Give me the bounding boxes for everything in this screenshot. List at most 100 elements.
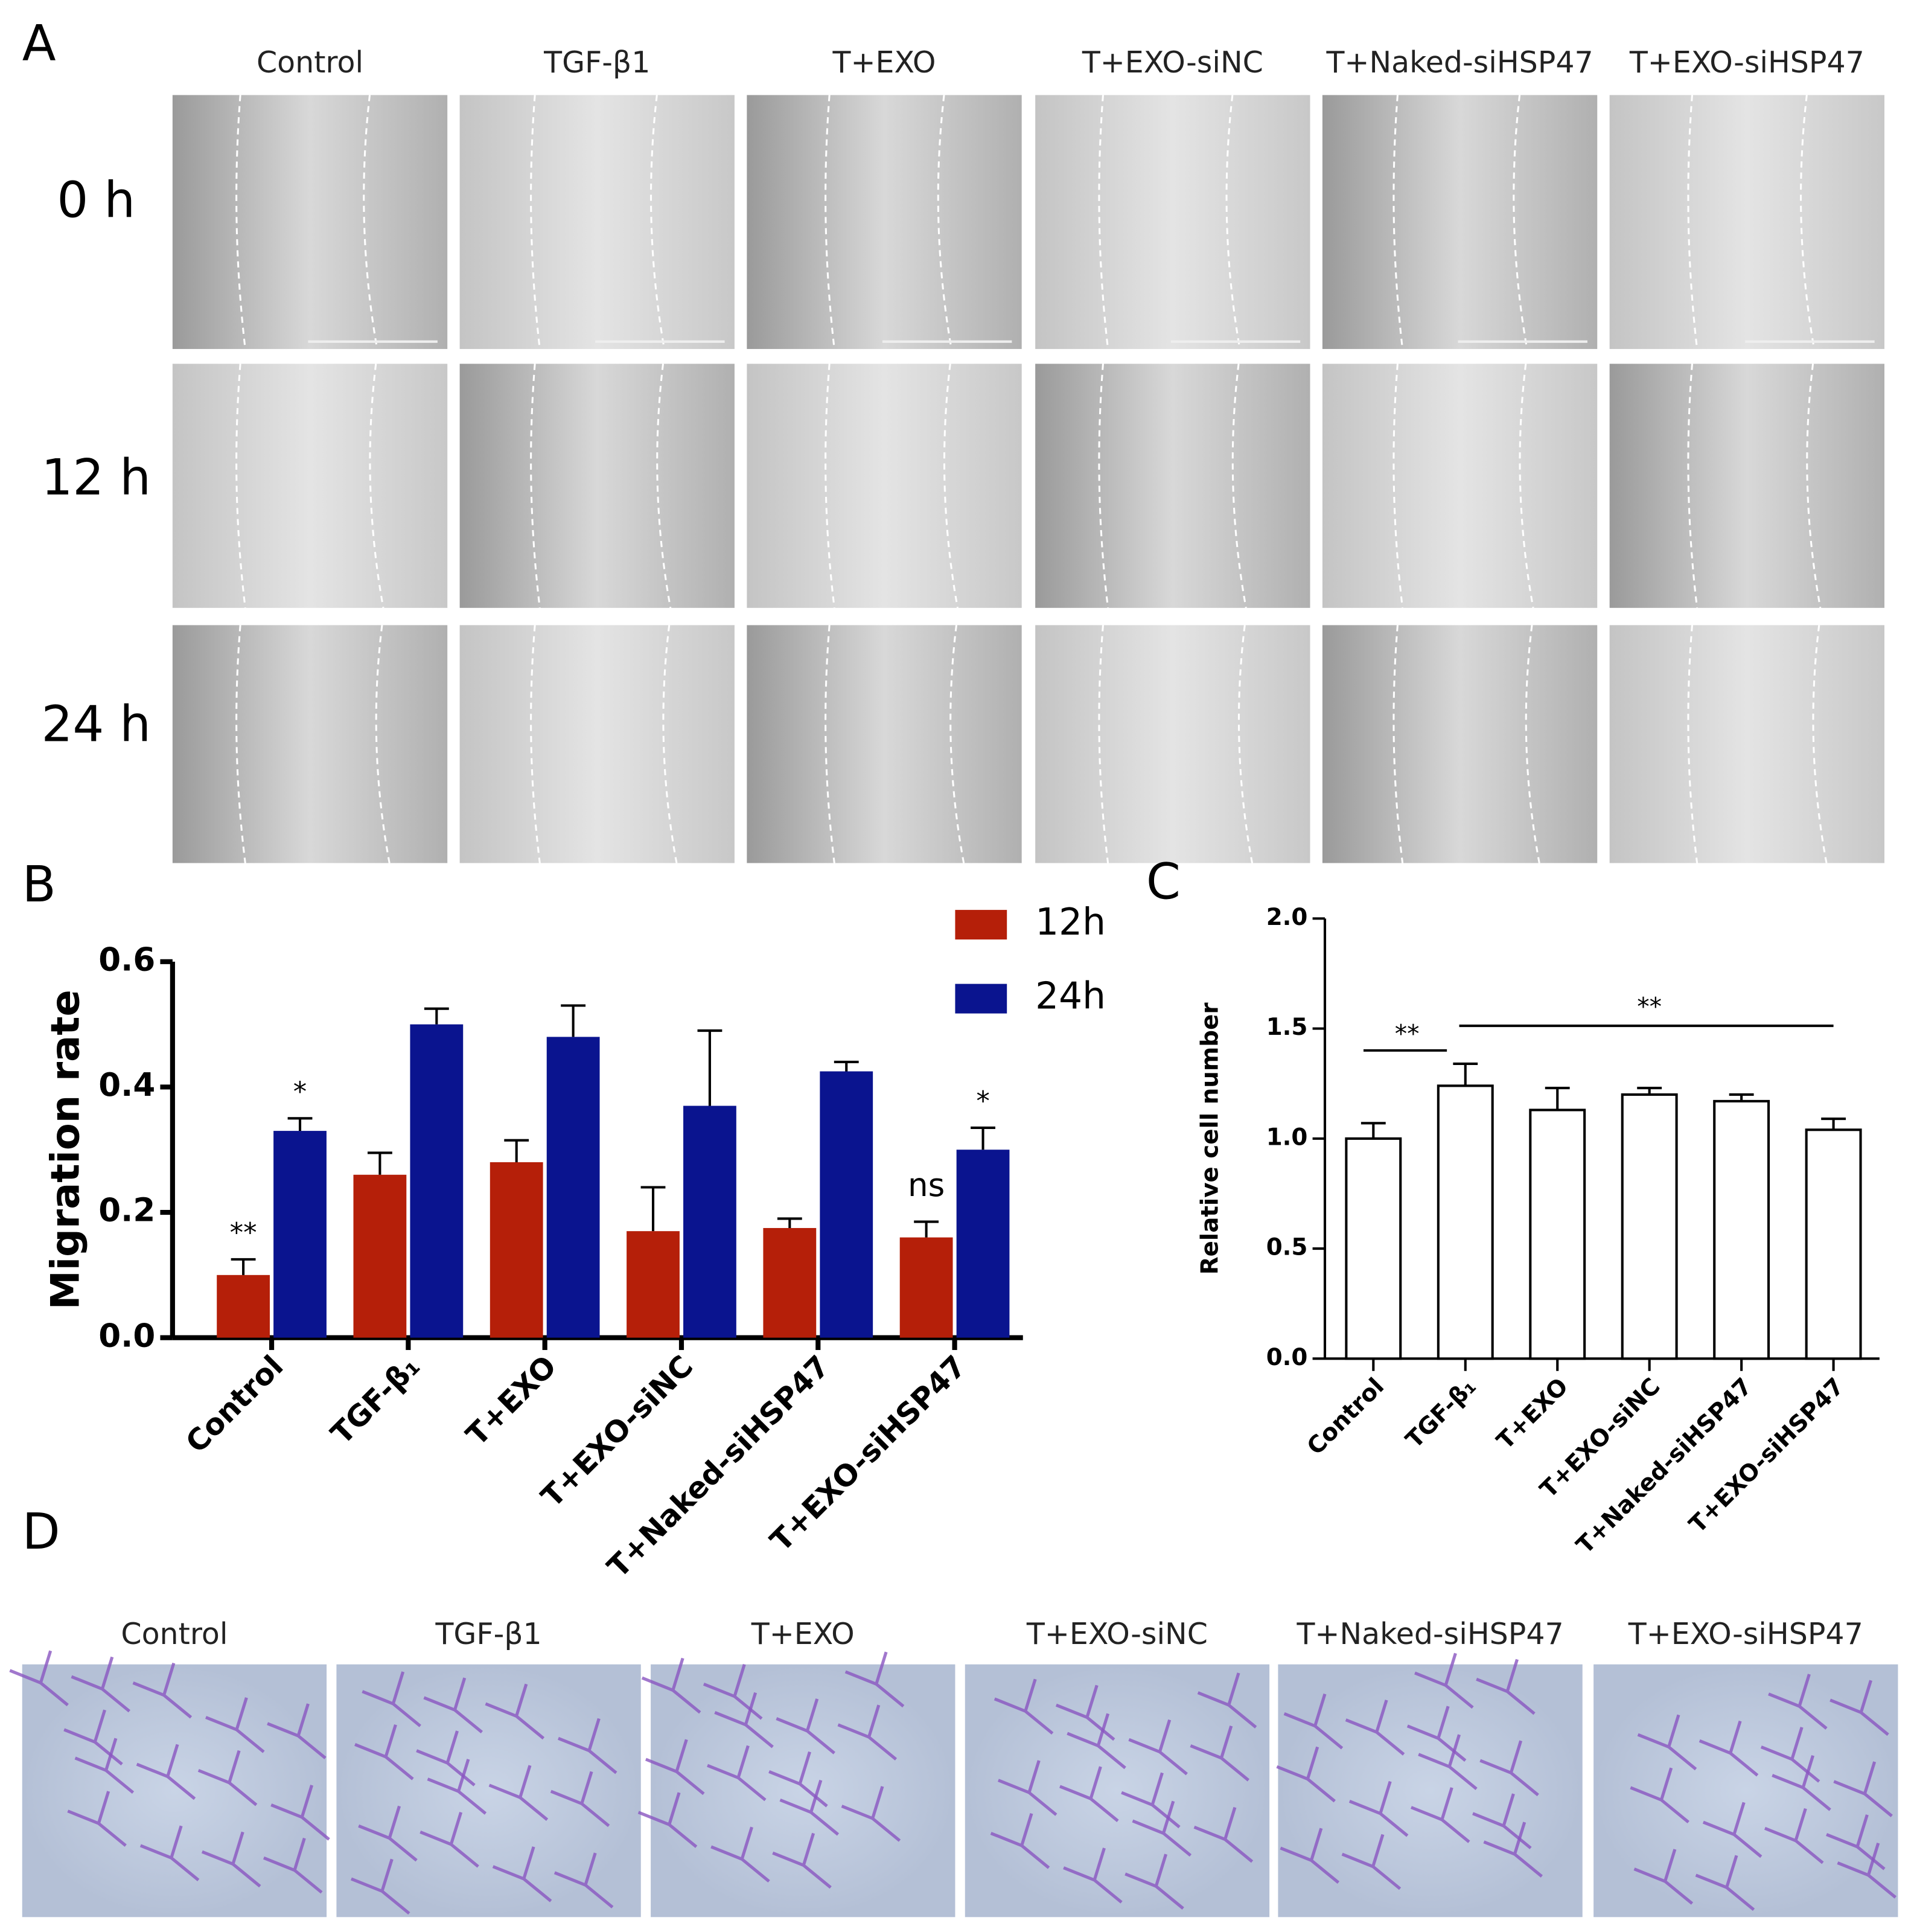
y-tick-label: 0.2 [98, 1192, 155, 1229]
scratch-image [1609, 363, 1884, 608]
transwell-image [22, 1664, 327, 1918]
error-bar [834, 1060, 859, 1072]
wound-edge [1800, 95, 1816, 350]
x-tick-label: T+Naked-siHSP47 [601, 1349, 836, 1584]
wound-edge [530, 363, 541, 609]
cell [492, 1846, 552, 1902]
bar [627, 1231, 680, 1338]
cell [703, 1663, 763, 1720]
cell [1633, 1849, 1694, 1905]
wound-edge [530, 95, 541, 350]
cell [419, 1811, 479, 1868]
y-tick-label: 1.5 [1266, 1014, 1308, 1041]
bar [956, 1150, 1010, 1338]
error-bar [1453, 1062, 1478, 1086]
cell [416, 1730, 476, 1786]
y-tick-label: 0.6 [98, 941, 155, 978]
bar [217, 1275, 270, 1338]
bar [820, 1071, 873, 1338]
row-label: 12 h [41, 449, 151, 507]
wound-edge [825, 363, 835, 609]
scratch-image [1035, 625, 1310, 863]
cell [139, 1825, 200, 1882]
wound-edge [235, 363, 246, 609]
y-tick-label: 0.5 [1266, 1234, 1308, 1261]
error-bar [640, 1186, 666, 1232]
significance-label: ** [1395, 1019, 1420, 1048]
cell [354, 1724, 414, 1780]
column-label: T+EXO-siNC [1026, 1617, 1208, 1651]
scratch-image [172, 95, 448, 350]
cell [990, 1813, 1050, 1869]
panel-letter: B [22, 856, 56, 913]
cell [1764, 1808, 1824, 1864]
cell [1760, 1727, 1820, 1783]
cell [1699, 1720, 1759, 1777]
bar [1345, 1137, 1402, 1360]
wound-edge [1225, 95, 1241, 350]
legend-label: 24h [1035, 975, 1106, 1018]
cell [1128, 1719, 1188, 1776]
column-label: Control [121, 1617, 228, 1651]
cell [841, 1786, 901, 1842]
error-bar [1545, 1086, 1570, 1110]
cell [1345, 1700, 1405, 1756]
panel-letter: A [22, 15, 56, 72]
bar [1713, 1099, 1770, 1360]
scratch-image [1609, 625, 1884, 863]
cell [1190, 1726, 1250, 1782]
cell [1829, 1680, 1889, 1736]
cell [553, 1852, 614, 1908]
cell [1768, 1674, 1828, 1730]
cell [1124, 1854, 1184, 1910]
cell [994, 1678, 1054, 1735]
y-tick-label: 0.4 [98, 1066, 155, 1104]
cell [132, 1662, 193, 1719]
y-tick-label: 2.0 [1266, 904, 1308, 931]
x-tick-label: T+Naked-siHSP47 [1571, 1373, 1758, 1559]
row-label: 0 h [57, 172, 135, 229]
legend-swatch [955, 910, 1007, 940]
bar [763, 1227, 817, 1338]
scratch-image [747, 625, 1022, 863]
y-tick-label: 0.0 [98, 1317, 155, 1354]
cell [267, 1703, 327, 1759]
column-label: TGF-β1 [543, 45, 650, 80]
wound-edge [363, 95, 378, 350]
x-tick-label: TGF-β₁ [1401, 1373, 1482, 1454]
scratch-image [1609, 95, 1884, 350]
x-tick-label: TGF-β₁ [324, 1349, 426, 1451]
cell [768, 1751, 828, 1808]
cell [776, 1698, 835, 1754]
wound-edge [1806, 363, 1822, 609]
cell [710, 1826, 770, 1883]
transwell-image [336, 1664, 641, 1918]
cell [136, 1744, 196, 1800]
cell [71, 1656, 131, 1713]
wound-edge [235, 95, 246, 350]
cell [423, 1677, 483, 1733]
error-bar [1821, 1118, 1846, 1130]
cell [1630, 1767, 1689, 1824]
column-label: T+Naked-siHSP47 [1296, 1617, 1563, 1651]
error-bar [1361, 1122, 1386, 1139]
cell [1414, 1652, 1474, 1709]
significance-label: * [976, 1085, 989, 1117]
column-label: T+EXO-siHSP47 [1629, 45, 1865, 80]
transwell-image [651, 1664, 955, 1918]
cell [1472, 1793, 1532, 1849]
cell [844, 1651, 905, 1708]
wound-edge [656, 363, 672, 609]
wound-edge [1687, 95, 1699, 350]
cell [1283, 1693, 1344, 1750]
wound-edge [1392, 363, 1404, 609]
bar [490, 1162, 543, 1338]
cell [67, 1791, 127, 1847]
error-bar [1729, 1093, 1754, 1101]
wound-edge [1687, 363, 1699, 609]
x-tick-label: T+EXO-siHSP47 [1684, 1373, 1849, 1538]
bar [273, 1131, 327, 1338]
cell [772, 1832, 832, 1889]
